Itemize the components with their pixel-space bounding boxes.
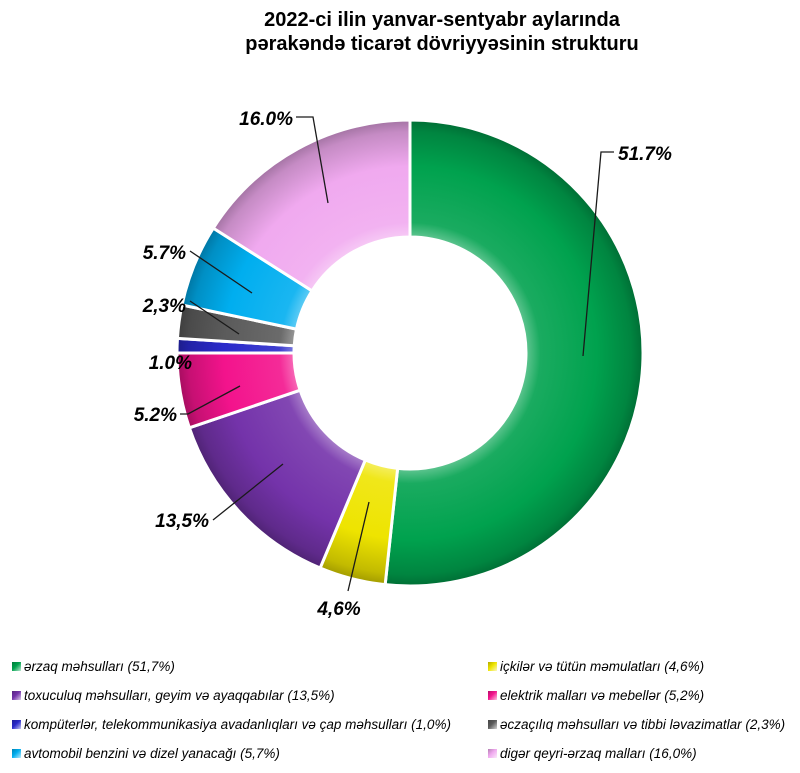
legend-item: avtomobil benzini və dizel yanacağı (5,7…: [12, 739, 488, 768]
data-label: 5.2%: [134, 405, 177, 426]
donut-chart: 51.7% 4,6% 13,5% 5.2% 1.0% 2,3% 5.7% 16.0%: [134, 109, 672, 620]
legend-swatch-icon: [488, 749, 497, 758]
data-label: 13,5%: [155, 511, 209, 532]
legend-column-left: ərzaq məhsulları (51,7%) toxuculuq məhsul…: [12, 652, 488, 768]
pie-slice-3: [187, 388, 367, 570]
legend-swatch-icon: [12, 749, 21, 758]
leader-line: [582, 151, 614, 357]
legend-label: əczaçılıq məhsulları və tibbi ləvazimatl…: [500, 717, 786, 732]
legend-swatch-icon: [12, 691, 21, 700]
legend-label: elektrik malları və mebellər (5,2%): [500, 688, 705, 703]
leader-line: [212, 463, 284, 521]
legend-item: əczaçılıq məhsulları və tibbi ləvazimatl…: [488, 710, 790, 739]
data-label: 16.0%: [239, 109, 293, 130]
legend-label: kompüterlər, telekommunikasiya avadanlıq…: [24, 717, 451, 732]
legend-swatch-icon: [12, 720, 21, 729]
leader-line: [296, 116, 329, 204]
legend-label: avtomobil benzini və dizel yanacağı (5,7…: [24, 746, 280, 761]
data-label: 51.7%: [618, 144, 672, 165]
legend-item: digər qeyri-ərzaq malları (16,0%): [488, 739, 790, 768]
data-label: 5.7%: [143, 243, 186, 264]
legend-label: toxuculuq məhsulları, geyim və ayaqqabıl…: [24, 688, 335, 703]
legend-item: toxuculuq məhsulları, geyim və ayaqqabıl…: [12, 681, 488, 710]
chart-title-line2: pərakəndə ticarət dövriyyəsinin struktur…: [245, 33, 639, 55]
leader-line: [347, 501, 370, 592]
leader-line: [189, 300, 240, 335]
legend: ərzaq məhsulları (51,7%) toxuculuq məhsul…: [12, 652, 790, 768]
legend-item: içkilər və tütün məmulatları (4,6%): [488, 652, 790, 681]
leader-line: [189, 250, 253, 294]
legend-label: içkilər və tütün məmulatları (4,6%): [500, 659, 705, 674]
chart-title-line1: 2022-ci ilin yanvar-sentyabr aylarında: [264, 9, 620, 31]
legend-label: ərzaq məhsulları (51,7%): [24, 659, 175, 674]
data-label: 1.0%: [149, 353, 192, 374]
legend-swatch-icon: [488, 662, 497, 671]
legend-swatch-icon: [488, 720, 497, 729]
data-label: 2,3%: [142, 296, 186, 317]
pie-slice-8: [211, 118, 412, 293]
data-label: 4,6%: [316, 599, 360, 620]
legend-column-right: içkilər və tütün məmulatları (4,6%) elekt…: [488, 652, 790, 768]
legend-swatch-icon: [12, 662, 21, 671]
legend-label: digər qeyri-ərzaq malları (16,0%): [500, 746, 697, 761]
leader-line: [180, 385, 241, 415]
pie-slice-1: [383, 118, 645, 588]
legend-item: ərzaq məhsulları (51,7%): [12, 652, 488, 681]
legend-swatch-icon: [488, 691, 497, 700]
legend-item: elektrik malları və mebellər (5,2%): [488, 681, 790, 710]
chart-title: 2022-ci ilin yanvar-sentyabr aylarında p…: [42, 8, 800, 56]
legend-item: kompüterlər, telekommunikasiya avadanlıq…: [12, 710, 488, 739]
